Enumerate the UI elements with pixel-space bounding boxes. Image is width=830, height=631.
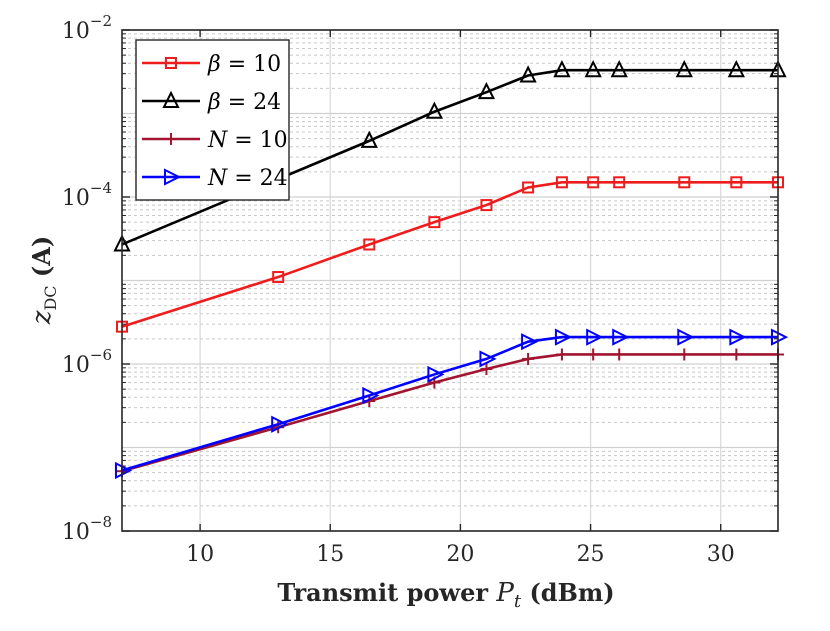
legend-marker-2 xyxy=(165,133,177,145)
x-axis-label-unit: (dBm) xyxy=(529,578,614,607)
series-3-point-10 xyxy=(729,328,747,346)
legend-label-1: β = 24 xyxy=(207,90,281,115)
legend-marker-3 xyxy=(164,168,182,186)
series-2-point-10 xyxy=(730,348,743,361)
plot-frame xyxy=(121,29,779,532)
series-2-point-8 xyxy=(613,348,626,361)
series-1-point-1 xyxy=(360,130,378,148)
legend-label-3: N = 24 xyxy=(207,166,288,191)
series-3-point-0 xyxy=(115,461,133,480)
y-tick-label: 10−2 xyxy=(62,12,112,44)
legend-label-0: β = 10 xyxy=(207,52,281,77)
series-3-point-9 xyxy=(677,328,695,346)
legend: β = 10 β = 24 N = 10 N = 24 xyxy=(135,39,290,201)
series-line-0 xyxy=(121,180,778,328)
series-0-point-4 xyxy=(480,199,493,212)
series-1-point-4 xyxy=(519,65,537,83)
series-3-point-7 xyxy=(586,328,604,346)
legend-marker-1 xyxy=(162,90,180,108)
y-axis-label: zDC (A) xyxy=(27,236,60,325)
axis-ticks: 10 15 20 25 30 10−8 10−6 10−4 10−2 xyxy=(62,12,778,567)
series-1-point-9 xyxy=(727,59,745,78)
x-tick-label: 10 xyxy=(186,542,214,567)
legend-entries: β = 10 β = 24 N = 10 N = 24 xyxy=(142,52,288,191)
series-0-point-7 xyxy=(587,176,600,189)
series-2-point-7 xyxy=(587,348,600,361)
series-2-point-4 xyxy=(480,363,493,376)
series-0-point-1 xyxy=(272,271,285,284)
legend-box xyxy=(135,39,290,201)
series-1-point-5 xyxy=(553,59,571,78)
series-3-point-1 xyxy=(271,415,289,433)
series-0-point-6 xyxy=(555,176,568,189)
x-tick-label: 25 xyxy=(577,542,605,567)
y-tick-label: 10−8 xyxy=(62,513,112,545)
series-3-point-4 xyxy=(479,350,497,368)
x-axis-label: Transmit power Pt (dBm) xyxy=(277,578,614,612)
x-axis-label-text: Transmit power xyxy=(277,578,488,607)
series-0-point-3 xyxy=(428,216,441,229)
x-axis-label-subscript: t xyxy=(514,591,522,612)
series-3-point-8 xyxy=(612,328,630,346)
series-1-point-8 xyxy=(675,59,693,78)
series-0-point-8 xyxy=(613,176,626,189)
series-1-point-6 xyxy=(584,59,602,78)
series-1-point-7 xyxy=(610,59,628,78)
series-2-point-6 xyxy=(555,348,568,361)
series-1-point-3 xyxy=(477,81,496,100)
series-3 xyxy=(115,328,789,480)
series-3-point-5 xyxy=(521,333,539,351)
series-0 xyxy=(116,176,784,333)
series-1-point-2 xyxy=(425,101,443,119)
legend-label-2: N = 10 xyxy=(207,128,288,153)
series-3-point-6 xyxy=(554,328,573,346)
y-tick-label: 10−6 xyxy=(62,346,112,378)
series-2-point-9 xyxy=(678,348,691,361)
series-0-point-9 xyxy=(678,176,691,189)
series-line-2 xyxy=(121,353,778,473)
series-3-point-3 xyxy=(427,365,445,384)
y-tick-label: 10−4 xyxy=(62,179,112,211)
series-line-1 xyxy=(121,68,778,246)
y-axis-label-symbol: z xyxy=(27,310,57,325)
series-2 xyxy=(116,348,784,478)
y-axis-label-unit: (A) xyxy=(27,236,56,277)
series-3-point-11 xyxy=(771,328,789,346)
legend-marker-0 xyxy=(165,57,177,69)
x-tick-label: 30 xyxy=(707,542,735,567)
x-tick-label: 15 xyxy=(316,542,344,567)
series-0-point-10 xyxy=(730,176,743,189)
series-3-point-2 xyxy=(362,386,380,405)
x-tick-label: 20 xyxy=(446,542,474,567)
series-0-point-2 xyxy=(363,238,376,251)
y-axis-label-subscript: DC xyxy=(41,285,60,310)
series-2-point-5 xyxy=(522,352,535,365)
x-axis-label-symbol: P xyxy=(495,578,514,608)
series-0-point-5 xyxy=(522,181,535,194)
